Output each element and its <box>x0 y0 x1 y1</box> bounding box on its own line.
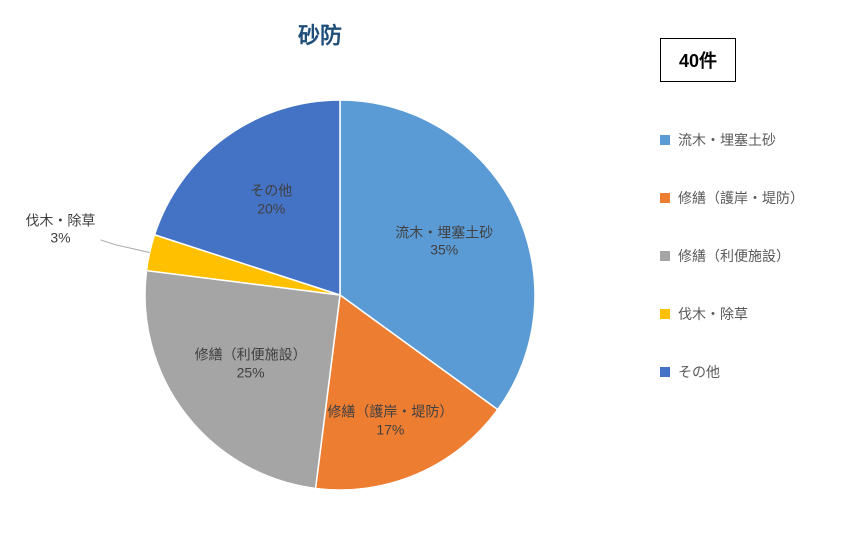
slice-label-4-pct: 20% <box>257 200 285 216</box>
legend-label-4: その他 <box>678 362 720 382</box>
legend-swatch-3 <box>660 309 670 319</box>
slice-label-3-pct: 3% <box>50 230 70 246</box>
slice-label-4-name: その他 <box>250 183 292 199</box>
slice-label-2-pct: 25% <box>237 364 265 380</box>
legend-item-4: その他 <box>660 362 804 382</box>
legend-swatch-4 <box>660 367 670 377</box>
legend-label-3: 伐木・除草 <box>678 304 748 324</box>
legend-swatch-2 <box>660 251 670 261</box>
slice-label-2-name: 修繕（利便施設） <box>195 347 307 363</box>
legend-label-1: 修繕（護岸・堤防） <box>678 188 804 208</box>
slice-label-0-pct: 35% <box>430 242 458 258</box>
slice-label-2: 修繕（利便施設） 25% <box>195 347 307 382</box>
slice-label-1-pct: 17% <box>376 421 404 437</box>
legend-swatch-0 <box>660 135 670 145</box>
legend-item-0: 流木・埋塞土砂 <box>660 130 804 150</box>
legend: 流木・埋塞土砂 修繕（護岸・堤防） 修繕（利便施設） 伐木・除草 その他 <box>660 130 804 420</box>
legend-item-1: 修繕（護岸・堤防） <box>660 188 804 208</box>
legend-swatch-1 <box>660 193 670 203</box>
legend-item-3: 伐木・除草 <box>660 304 804 324</box>
legend-label-2: 修繕（利便施設） <box>678 246 790 266</box>
slice-label-0: 流木・埋塞土砂 35% <box>395 224 493 259</box>
slice-label-1-name: 修繕（護岸・堤防） <box>327 404 453 420</box>
legend-label-0: 流木・埋塞土砂 <box>678 130 776 150</box>
slice-label-1: 修繕（護岸・堤防） 17% <box>327 404 453 439</box>
slice-label-4: その他 20% <box>250 183 292 218</box>
slice-label-3-name: 伐木・除草 <box>25 212 95 228</box>
slice-label-3: 伐木・除草 3% <box>25 212 95 247</box>
legend-item-2: 修繕（利便施設） <box>660 246 804 266</box>
slice-label-0-name: 流木・埋塞土砂 <box>395 224 493 240</box>
